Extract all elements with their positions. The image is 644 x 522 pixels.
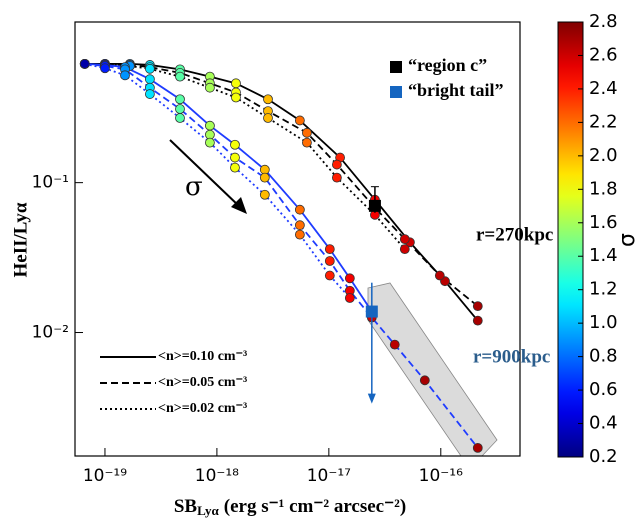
limit-arrow [367,393,376,404]
data-point [205,120,215,131]
legend-label: <n>=0.02 cm⁻³ [158,401,247,416]
data-point [389,339,400,350]
data-point [294,115,305,126]
x-tick-label: 10⁻¹⁸ [195,466,239,486]
data-point [175,113,185,123]
colorbar-tick-label: 2.0 [589,145,618,166]
data-point [399,234,410,245]
data-point [472,301,483,312]
data-point [344,273,355,284]
colorbar-tick-label: 1.0 [589,312,618,333]
series-line [84,62,406,250]
legend-marker [390,86,402,98]
annotation: r=270kpc [476,224,553,245]
data-point [144,89,155,99]
data-point [302,137,312,148]
data-point [294,204,305,215]
x-axis-label: SBLyα (erg s⁻¹ cm⁻² arcsec⁻²) [174,496,406,518]
data-point [144,74,155,85]
series-line [84,62,479,322]
observation-marker [368,199,381,212]
colorbar-tick-label: 2.4 [589,78,618,99]
annotation: r=900kpc [473,346,550,367]
data-point [205,82,215,93]
colorbar-tick-label: 0.4 [589,413,618,434]
data-point [472,315,483,326]
legend-marker [390,61,402,73]
data-point [399,244,410,255]
sigma-label: σ [185,172,203,202]
colorbar [557,21,584,458]
data-point [230,139,240,150]
colorbar-tick-label: 1.8 [589,178,618,199]
data-point [79,58,90,69]
data-point [324,256,335,266]
axes-frame [74,21,521,457]
legend-label: <n>=0.10 cm⁻³ [158,349,247,364]
x-label-sub: Lyα [197,503,219,518]
data-point [331,159,342,170]
data-point [259,189,270,200]
x-label-unit: (erg s⁻¹ cm⁻² arcsec⁻²) [224,496,406,517]
data-point [230,162,240,173]
sigma-arrowhead [231,197,247,214]
colorbar-tick-label: 1.4 [589,245,618,266]
series-line [84,63,351,299]
data-point [231,78,241,89]
colorbar-tick-label: 2.6 [589,44,618,65]
data-point [331,172,342,183]
data-point [231,92,241,103]
data-point [419,375,430,386]
colorbar-tick-label: 2.8 [589,11,618,32]
series-line [84,62,479,307]
plot-area [79,58,483,453]
data-point [294,229,305,240]
data-point [263,113,273,123]
colorbar-label: σ [615,233,640,247]
y-axis-label: HeII/Lyα [10,202,31,277]
legend-label: “bright tail” [408,80,504,100]
series-line [84,62,479,449]
colorbar-tick-label: 1.6 [589,212,618,233]
data-point [175,71,185,82]
colorbar-tick-label: 0.6 [589,379,618,400]
data-point [120,70,130,81]
colorbar-tick-label: 0.8 [589,346,618,367]
data-point [302,127,312,138]
data-point [144,63,155,74]
x-label-main: SB [174,496,198,517]
y-tick-label: 10⁻¹ [32,173,69,193]
colorbar-tick-label: 2.2 [589,111,618,132]
x-tick-label: 10⁻¹⁷ [307,466,351,486]
colorbar-tick-label: 1.2 [589,279,618,300]
legend-label: “region c” [408,55,487,75]
observation-marker [365,305,378,318]
data-point [324,270,335,281]
data-point [175,94,185,105]
data-point [434,270,445,281]
data-point [324,244,335,255]
data-point [230,152,240,163]
data-point [175,104,185,114]
x-tick-label: 10⁻¹⁶ [419,466,463,486]
data-point [263,94,273,105]
data-point [259,172,270,183]
data-point [100,63,110,74]
y-tick-label: 10⁻² [32,323,69,343]
legend-label: <n>=0.05 cm⁻³ [158,375,247,390]
colorbar-tick-label: 0.2 [589,446,618,467]
data-point [205,137,215,148]
data-point [472,442,483,453]
sigma-arrow [169,139,241,208]
data-point [344,293,355,303]
data-point [294,220,305,231]
x-tick-label: 10⁻¹⁹ [83,466,127,486]
